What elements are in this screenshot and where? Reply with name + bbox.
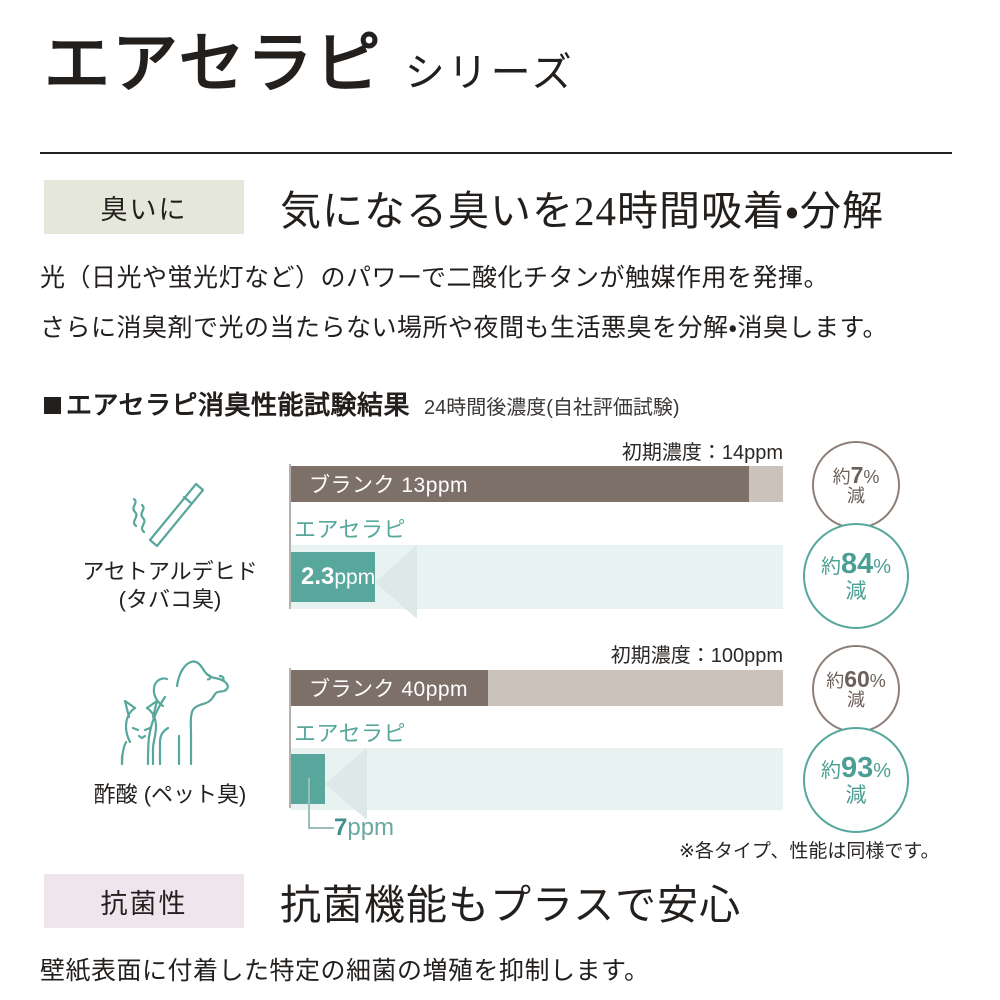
product-bar-1: 2.3ppm — [291, 552, 375, 602]
badge-blank-2-row2: 減 — [847, 690, 865, 711]
page-title: エアセラピ シリーズ — [44, 30, 575, 96]
product-band-2 — [291, 748, 783, 810]
reduction-arrow-2 — [325, 748, 367, 820]
brand-name: エアセラピ — [44, 26, 383, 100]
antibacterial-body-line-1: 壁紙表面に付着した特定の細菌の増殖を抑制します。 — [40, 958, 650, 985]
reduction-badge-product-2: 約93% 減 — [803, 727, 909, 833]
antibacterial-section-title: 抗菌機能もプラスで安心 — [280, 882, 742, 928]
test-result-title: エアセラピ消臭性能試験結果 — [66, 390, 410, 420]
test-result-heading: エアセラピ消臭性能試験結果 24時間後濃度(自社評価試験) — [44, 385, 680, 422]
badge-product-2-row2: 減 — [845, 783, 867, 807]
badge-product-1-row1: 約84% — [820, 548, 892, 581]
badge-blank-1-row1: 約7% — [832, 462, 880, 489]
antibacterial-section-heading: 抗菌性 抗菌機能もプラスで安心 — [44, 871, 741, 931]
odor-body-line-1: 光（日光や蛍光灯など）のパワーで二酸化チタンが触媒作用を発揮。 — [40, 265, 830, 292]
antibacterial-chip-label: 抗菌性 — [44, 874, 244, 928]
badge-product-1-row2: 減 — [845, 579, 867, 603]
blank-bar-1: ブランク 13ppm — [291, 466, 749, 502]
cigarette-icon — [132, 482, 205, 548]
chart-axis-1 — [289, 464, 291, 609]
odor-section-heading: 臭いに 気になる臭いを24時間吸着・分解 — [44, 177, 884, 237]
callout-leader-vertical-2 — [308, 778, 310, 828]
badge-blank-2-row1: 約60% — [826, 666, 886, 693]
category-acetic-acid: 酢酸 (ペット臭) — [45, 655, 295, 809]
chart-footnote: ※各タイプ、性能は同様です。 — [679, 841, 940, 862]
product-label-1: エアセラピ — [294, 517, 407, 542]
product-label-2: エアセラピ — [294, 721, 407, 746]
reduction-arrow-1 — [375, 545, 417, 619]
odor-body-line-2: さらに消臭剤で光の当たらない場所や夜間も生活悪臭を分解・消臭します。 — [40, 315, 889, 342]
product-bar-value-2: 7ppm — [334, 814, 395, 841]
header-divider — [40, 152, 952, 154]
reduction-badge-blank-1: 約7% 減 — [812, 441, 900, 529]
blank-bar-2: ブランク 40ppm — [291, 670, 488, 706]
test-result-subtitle: 24時間後濃度(自社評価試験) — [423, 397, 680, 419]
chart-axis-2 — [289, 668, 291, 808]
initial-concentration-label-1: 初期濃度：14ppm — [621, 442, 783, 464]
callout-leader-horizontal-2 — [308, 827, 334, 829]
blank-bar-label-1: ブランク 13ppm — [309, 474, 469, 497]
odor-section-title: 気になる臭いを24時間吸着・分解 — [280, 188, 884, 234]
initial-concentration-label-2: 初期濃度：100ppm — [610, 645, 783, 667]
product-bar-value-1: 2.3ppm — [301, 563, 376, 590]
blank-track-2: ブランク 40ppm — [291, 670, 783, 706]
blank-bar-label-2: ブランク 40ppm — [309, 678, 469, 701]
blank-track-1: ブランク 13ppm — [291, 466, 783, 502]
category-acetaldehyde-label: アセトアルデヒド (タバコ臭) — [82, 559, 258, 613]
square-bullet-icon — [44, 397, 61, 414]
dog-cat-icon — [120, 660, 229, 766]
badge-product-2-row1: 約93% — [820, 752, 892, 785]
brand-series-label: シリーズ — [404, 51, 575, 95]
reduction-badge-blank-2: 約60% 減 — [812, 645, 900, 733]
badge-blank-1-row2: 減 — [847, 486, 865, 507]
category-acetaldehyde: アセトアルデヒド (タバコ臭) — [45, 470, 295, 614]
category-acetic-acid-label: 酢酸 (ペット臭) — [93, 782, 247, 807]
reduction-badge-product-1: 約84% 減 — [803, 523, 909, 629]
odor-chip-label: 臭いに — [44, 180, 244, 234]
